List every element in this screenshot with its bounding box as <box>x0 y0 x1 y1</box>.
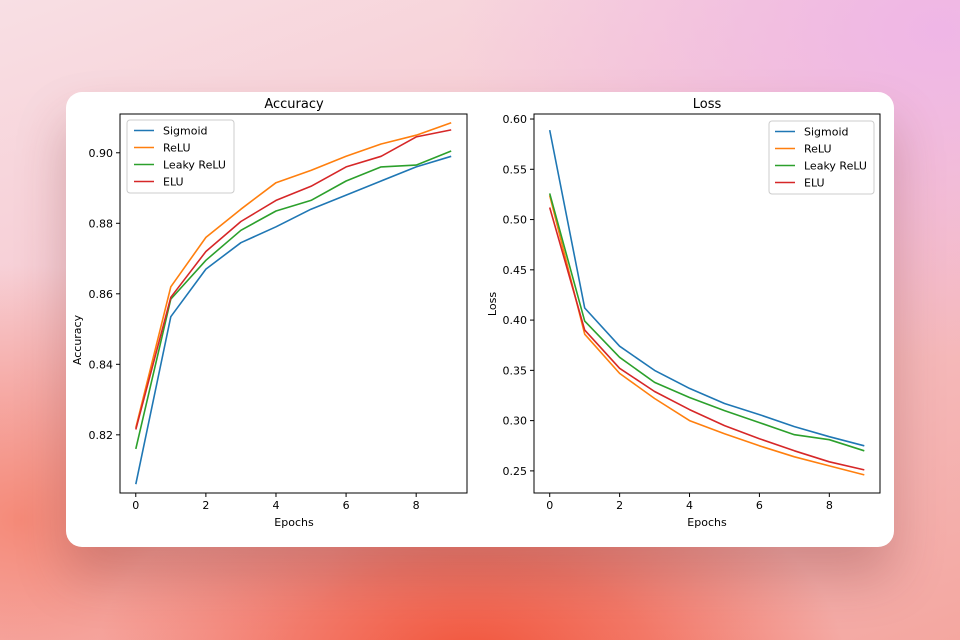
loss-series-line-relu <box>548 195 865 476</box>
accuracy-x-axis-label: Epochs <box>274 516 314 529</box>
loss-y-tick-label: 0.45 <box>503 264 528 277</box>
loss-chart-title: Loss <box>693 97 722 112</box>
loss-y-axis-label: Loss <box>486 292 499 316</box>
loss-x-tick-label: 4 <box>686 499 693 512</box>
accuracy-x-tick-label: 6 <box>343 499 350 512</box>
loss-y-tick-label: 0.60 <box>503 113 528 126</box>
accuracy-x-tick-label: 8 <box>413 499 420 512</box>
accuracy-y-tick-label: 0.82 <box>89 429 114 442</box>
loss-chart: Loss Epochs Loss 0 2 4 6 8 0.25 0.30 0.35 0.40 0.… <box>486 97 881 529</box>
loss-series-lines <box>548 129 865 476</box>
accuracy-series-line-leaky-relu <box>135 150 452 450</box>
loss-legend-label-sigmoid: Sigmoid <box>804 126 849 139</box>
accuracy-series-line-elu <box>135 129 452 430</box>
accuracy-legend: Sigmoid ReLU Leaky ReLU ELU <box>126 119 235 194</box>
loss-series-line-sigmoid <box>548 129 865 447</box>
accuracy-y-axis-label: Accuracy <box>71 314 84 365</box>
loss-y-tick-label: 0.35 <box>503 364 528 377</box>
accuracy-chart: Accuracy Epochs Accuracy 0 2 4 6 8 0.82 0.84 0.… <box>71 97 468 529</box>
accuracy-series-line-sigmoid <box>135 155 452 485</box>
loss-y-tick-label: 0.30 <box>503 415 528 428</box>
loss-legend-box <box>768 120 875 195</box>
accuracy-legend-label-relu: ReLU <box>163 142 191 155</box>
loss-legend-label-leaky-relu: Leaky ReLU <box>804 160 867 173</box>
loss-legend: Sigmoid ReLU Leaky ReLU ELU <box>768 120 875 195</box>
loss-plot-frame <box>533 113 881 494</box>
accuracy-legend-label-elu: ELU <box>163 176 184 189</box>
accuracy-series-line-relu <box>135 122 452 428</box>
loss-ticks: 0 2 4 6 8 0.25 0.30 0.35 0.40 0.45 0.50 0.55 0.60 <box>503 113 833 512</box>
loss-legend-label-elu: ELU <box>804 177 825 190</box>
accuracy-y-tick-label: 0.84 <box>89 358 114 371</box>
accuracy-x-tick-label: 4 <box>272 499 279 512</box>
loss-y-tick-label: 0.50 <box>503 214 528 227</box>
accuracy-y-tick-label: 0.86 <box>89 288 114 301</box>
accuracy-x-tick-label: 2 <box>202 499 209 512</box>
loss-series-line-leaky-relu <box>548 193 865 452</box>
accuracy-legend-label-leaky-relu: Leaky ReLU <box>163 159 226 172</box>
accuracy-legend-label-sigmoid: Sigmoid <box>163 125 208 138</box>
accuracy-series-lines <box>135 122 452 485</box>
accuracy-chart-title: Accuracy <box>264 97 324 112</box>
accuracy-y-tick-label: 0.88 <box>89 217 114 230</box>
accuracy-x-tick-label: 0 <box>132 499 139 512</box>
accuracy-y-tick-label: 0.90 <box>89 147 114 160</box>
loss-y-tick-label: 0.40 <box>503 314 528 327</box>
accuracy-legend-box <box>126 119 235 194</box>
figure-svg: Accuracy Epochs Accuracy 0 2 4 6 8 0.82 0.84 0.… <box>71 97 881 529</box>
loss-legend-label-relu: ReLU <box>804 143 832 156</box>
accuracy-plot-frame <box>119 113 468 494</box>
loss-x-tick-label: 6 <box>756 499 763 512</box>
accuracy-ticks: 0 2 4 6 8 0.82 0.84 0.86 0.88 0.90 <box>89 147 420 512</box>
loss-y-tick-label: 0.25 <box>503 465 528 478</box>
figure-card: Accuracy Epochs Accuracy 0 2 4 6 8 0.82 0.84 0.… <box>66 92 894 547</box>
loss-x-tick-label: 2 <box>616 499 623 512</box>
loss-x-tick-label: 8 <box>826 499 833 512</box>
loss-series-line-elu <box>548 207 865 471</box>
loss-x-axis-label: Epochs <box>687 516 727 529</box>
loss-x-tick-label: 0 <box>546 499 553 512</box>
loss-y-tick-label: 0.55 <box>503 163 528 176</box>
